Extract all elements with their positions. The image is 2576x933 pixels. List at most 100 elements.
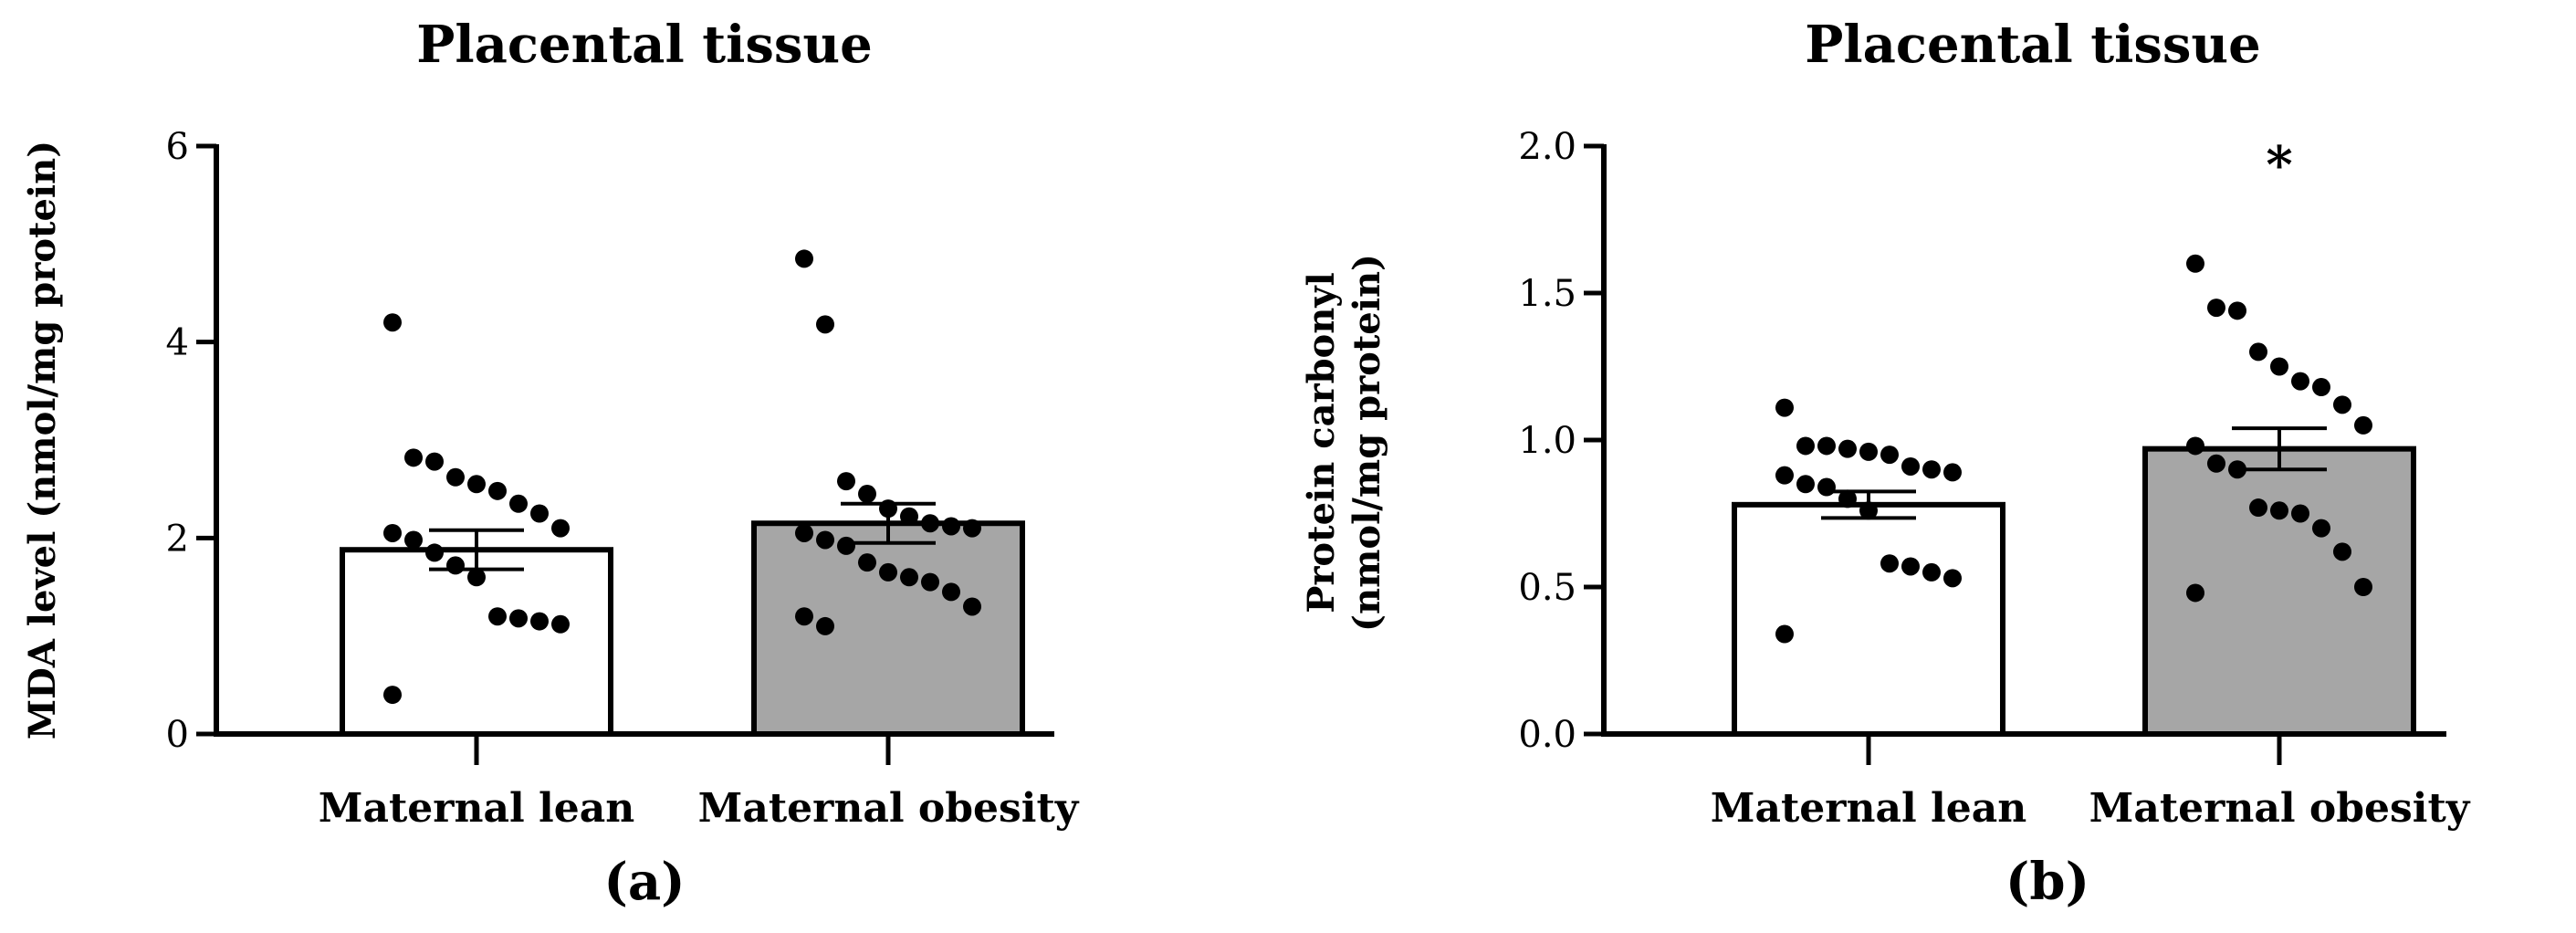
- data-point: [816, 315, 834, 334]
- y-tick-label: 4: [166, 322, 189, 364]
- data-point: [1943, 463, 1962, 482]
- data-point: [1796, 475, 1815, 494]
- data-point: [1838, 439, 1857, 458]
- data-point: [900, 568, 918, 587]
- significance-marker: *: [2266, 135, 2292, 195]
- y-tick-label: 0: [166, 714, 189, 756]
- data-point: [404, 448, 423, 467]
- data-point: [404, 530, 423, 550]
- bar-maternal-obesity: [2142, 446, 2416, 737]
- data-point: [551, 614, 570, 634]
- x-category-label: Maternal obesity: [2089, 785, 2471, 832]
- chart-panel-b: Placental tissue Protein carbonyl(nmol/mg…: [1300, 15, 2471, 912]
- data-point: [2354, 415, 2372, 435]
- data-point: [1817, 477, 1836, 497]
- data-point: [795, 607, 813, 626]
- y-axis-label-line: MDA level (nmol/mg protein): [21, 141, 64, 739]
- data-point: [488, 607, 507, 626]
- data-point: [2333, 395, 2351, 414]
- data-point: [2207, 299, 2225, 318]
- data-point: [1943, 569, 1962, 588]
- data-point: [1775, 398, 1794, 417]
- x-category-label: Maternal obesity: [698, 785, 1080, 832]
- data-point: [858, 553, 876, 572]
- chart-title: Placental tissue: [1805, 15, 2261, 75]
- data-point: [383, 686, 402, 705]
- data-point: [1901, 456, 1920, 476]
- data-point: [383, 313, 402, 332]
- data-point: [1817, 436, 1836, 456]
- bar-maternal-obesity: [751, 520, 1025, 737]
- data-point: [530, 504, 549, 523]
- data-point: [551, 519, 570, 538]
- data-point: [963, 597, 981, 616]
- data-point: [467, 568, 486, 587]
- data-point: [509, 494, 528, 513]
- data-point: [900, 507, 918, 526]
- data-point: [2354, 578, 2372, 596]
- panel-label: (b): [2005, 852, 2089, 912]
- data-point: [530, 612, 549, 631]
- y-axis-label-line: Protein carbonyl: [1300, 272, 1343, 613]
- data-point: [1922, 460, 1941, 479]
- y-axis-label: Protein carbonyl(nmol/mg protein): [1300, 254, 1388, 632]
- y-axis-label: MDA level (nmol/mg protein): [21, 141, 64, 739]
- data-point: [425, 543, 444, 562]
- data-point: [942, 517, 960, 536]
- data-point: [2249, 342, 2267, 362]
- data-point: [2291, 372, 2309, 391]
- data-point: [425, 452, 444, 471]
- data-point: [383, 523, 402, 542]
- y-tick-label: 0.0: [1518, 714, 1576, 756]
- x-category-label: Maternal lean: [319, 785, 634, 832]
- data-point: [795, 523, 813, 542]
- data-point: [837, 472, 855, 491]
- data-point: [816, 530, 834, 550]
- data-point: [1838, 489, 1857, 508]
- chart-title: Placental tissue: [416, 15, 873, 75]
- data-point: [1880, 446, 1899, 465]
- data-point: [1880, 554, 1899, 573]
- data-point: [1859, 442, 1878, 461]
- data-point: [837, 536, 855, 555]
- data-point: [2291, 504, 2309, 523]
- data-point: [2186, 254, 2204, 273]
- y-tick-label: 2: [166, 518, 189, 560]
- data-point: [446, 556, 465, 575]
- data-point: [921, 514, 939, 533]
- x-category-label: Maternal lean: [1711, 785, 2026, 832]
- y-tick-label: 0.5: [1518, 567, 1576, 609]
- data-point: [1901, 557, 1920, 576]
- data-point: [446, 467, 465, 487]
- data-point: [2207, 454, 2225, 473]
- data-point: [488, 481, 507, 500]
- data-point: [467, 475, 486, 494]
- y-tick-label: 1.0: [1518, 420, 1576, 462]
- data-point: [2312, 378, 2330, 397]
- data-point: [816, 616, 834, 635]
- panel-label: (a): [603, 852, 685, 912]
- y-tick-label: 2.0: [1518, 126, 1576, 168]
- data-point: [795, 249, 813, 268]
- data-point: [942, 582, 960, 602]
- data-point: [1775, 624, 1794, 644]
- y-tick-label: 1.5: [1518, 273, 1576, 315]
- y-tick-label: 6: [166, 126, 189, 168]
- data-point: [509, 609, 528, 628]
- chart-panel-a: Placental tissue MDA level (nmol/mg prote…: [21, 15, 1080, 912]
- data-point: [2249, 498, 2267, 518]
- data-point: [963, 519, 981, 538]
- data-point: [2333, 542, 2351, 561]
- bar-maternal-lean: [1732, 501, 2005, 738]
- data-point: [2228, 301, 2246, 320]
- data-point: [921, 572, 939, 592]
- data-point: [858, 485, 876, 504]
- data-point: [2312, 519, 2330, 538]
- data-point: [2186, 583, 2204, 603]
- data-point: [1775, 466, 1794, 485]
- data-point: [2186, 436, 2204, 456]
- data-point: [2270, 357, 2288, 376]
- data-point: [1922, 562, 1941, 582]
- y-axis-label-line: (nmol/mg protein): [1346, 254, 1388, 632]
